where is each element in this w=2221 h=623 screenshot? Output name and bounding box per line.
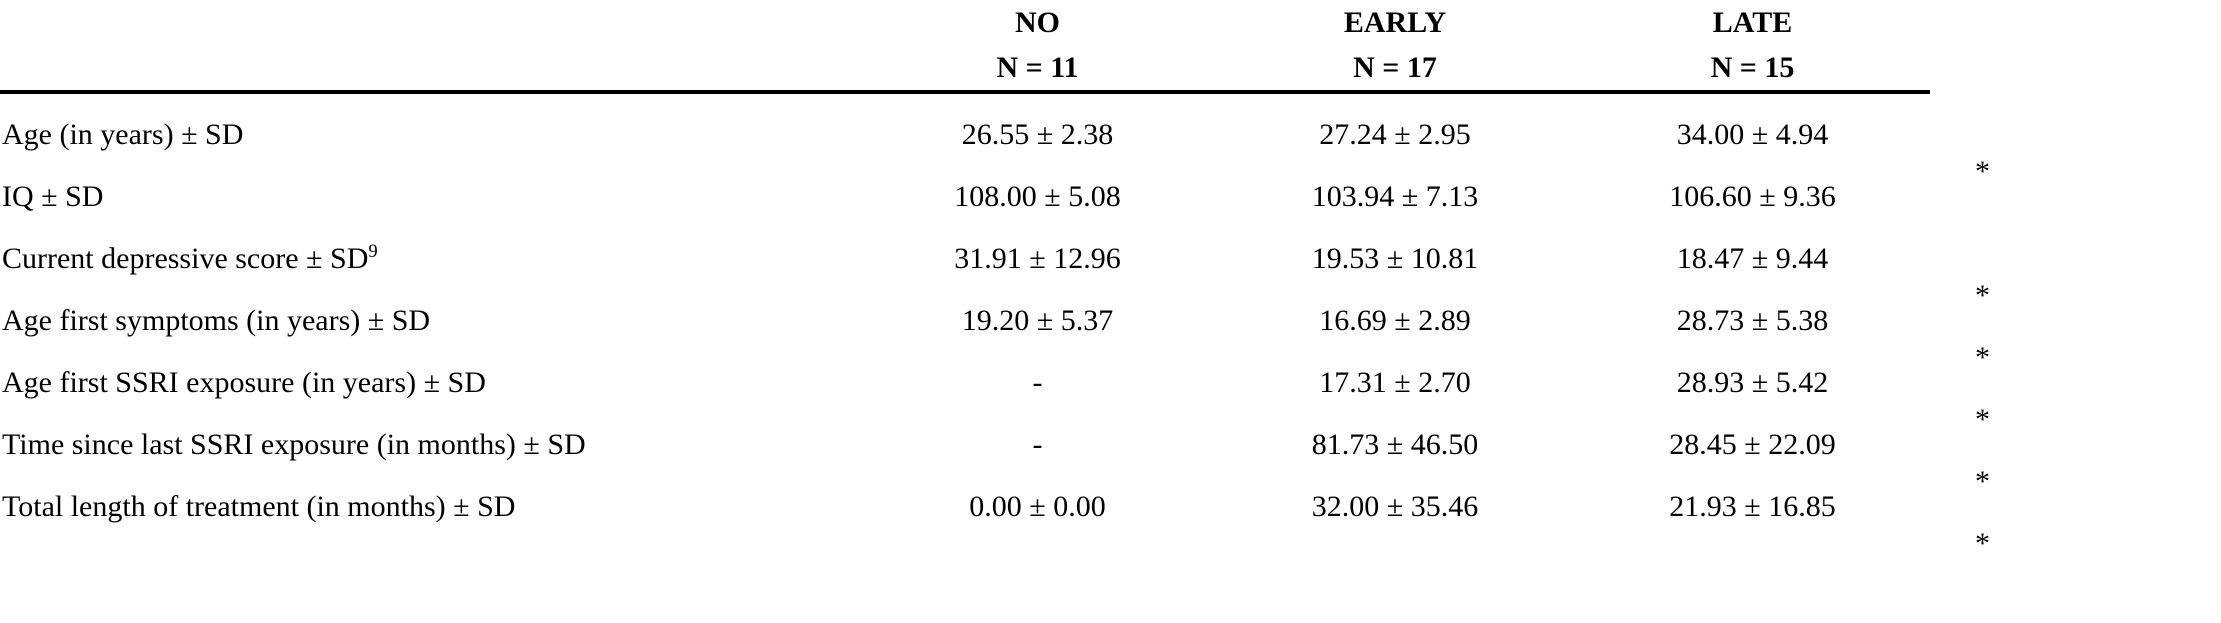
- cell-no: -: [1032, 428, 1043, 461]
- significance-marker: *: [1975, 279, 1990, 312]
- row-label: Age first SSRI exposure (in years) ± SD: [2, 366, 486, 399]
- column-subheader-no: N = 11: [860, 46, 1215, 94]
- column-header-no: NO: [1015, 6, 1060, 39]
- row-label: Total length of treatment (in months) ± …: [2, 490, 516, 523]
- cell-no: 31.91 ± 12.96: [954, 242, 1121, 275]
- table-row: Total length of treatment (in months) ± …: [0, 476, 1930, 538]
- row-label: Time since last SSRI exposure (in months…: [2, 428, 586, 461]
- table-header: NO EARLY LATE N = 11 N = 17 N = 15: [0, 0, 1930, 94]
- row-label: IQ ± SD: [2, 180, 104, 213]
- cell-early: 16.69 ± 2.89: [1319, 304, 1471, 337]
- cell-no: 19.20 ± 5.37: [961, 304, 1114, 337]
- table-row: Time since last SSRI exposure (in months…: [0, 414, 1930, 476]
- cell-no: -: [1032, 366, 1043, 399]
- cell-late: 106.60 ± 9.36: [1669, 180, 1836, 213]
- table-row: Age (in years) ± SD 26.55 ± 2.38 27.24 ± 2…: [0, 92, 1930, 166]
- significance-marker: [1975, 203, 2095, 265]
- cell-early: 103.94 ± 7.13: [1311, 180, 1479, 213]
- table-body: Age (in years) ± SD 26.55 ± 2.38 27.24 ± 2…: [0, 92, 1930, 538]
- cell-early: 17.31 ± 2.70: [1319, 366, 1471, 399]
- cell-late: 28.73 ± 5.38: [1676, 304, 1829, 337]
- column-subheader-label: [0, 46, 860, 94]
- cell-late: 28.93 ± 5.42: [1676, 366, 1829, 399]
- column-header-late: LATE: [1712, 6, 1793, 39]
- significance-marker: *: [1975, 341, 1990, 374]
- cell-late: 34.00 ± 4.94: [1676, 118, 1829, 151]
- significance-marker: *: [1975, 155, 1990, 188]
- table-row: Current depressive score ± SD9 31.91 ± 12…: [0, 228, 1930, 290]
- demographics-table: NO EARLY LATE N = 11 N = 17 N = 15 Age (…: [0, 0, 1930, 538]
- table-row: IQ ± SD 108.00 ± 5.08 103.94 ± 7.13 106.60 …: [0, 166, 1930, 228]
- column-header-early: EARLY: [1343, 6, 1447, 39]
- row-label: Age (in years) ± SD: [2, 118, 244, 151]
- significance-column: * * * * * *: [1975, 131, 2095, 575]
- table-row: Age first symptoms (in years) ± SD 19.20 …: [0, 290, 1930, 352]
- column-subheader-late: N = 15: [1575, 46, 1930, 94]
- cell-no: 108.00 ± 5.08: [954, 180, 1121, 213]
- row-label: Current depressive score ± SD9: [2, 241, 378, 275]
- row-label: Age first symptoms (in years) ± SD: [2, 304, 431, 337]
- significance-marker: *: [1975, 403, 1990, 436]
- significance-marker: *: [1975, 527, 1990, 560]
- column-subheader-early: N = 17: [1215, 46, 1575, 94]
- cell-early: 81.73 ± 46.50: [1311, 428, 1479, 461]
- cell-early: 32.00 ± 35.46: [1311, 490, 1479, 523]
- cell-late: 28.45 ± 22.09: [1669, 428, 1836, 461]
- table-header-n-row: N = 11 N = 17 N = 15: [0, 46, 1930, 94]
- table-row: Age first SSRI exposure (in years) ± SD -…: [0, 352, 1930, 414]
- significance-marker: *: [1975, 465, 1990, 498]
- cell-no: 26.55 ± 2.38: [961, 118, 1114, 151]
- cell-early: 27.24 ± 2.95: [1319, 118, 1471, 151]
- column-header-label: [0, 0, 860, 46]
- footnote-marker: 9: [368, 241, 378, 262]
- cell-late: 18.47 ± 9.44: [1676, 242, 1829, 275]
- cell-late: 21.93 ± 16.85: [1669, 490, 1836, 523]
- cell-no: 0.00 ± 0.00: [969, 490, 1106, 523]
- cell-early: 19.53 ± 10.81: [1311, 242, 1479, 275]
- table-header-group-row: NO EARLY LATE: [0, 0, 1930, 46]
